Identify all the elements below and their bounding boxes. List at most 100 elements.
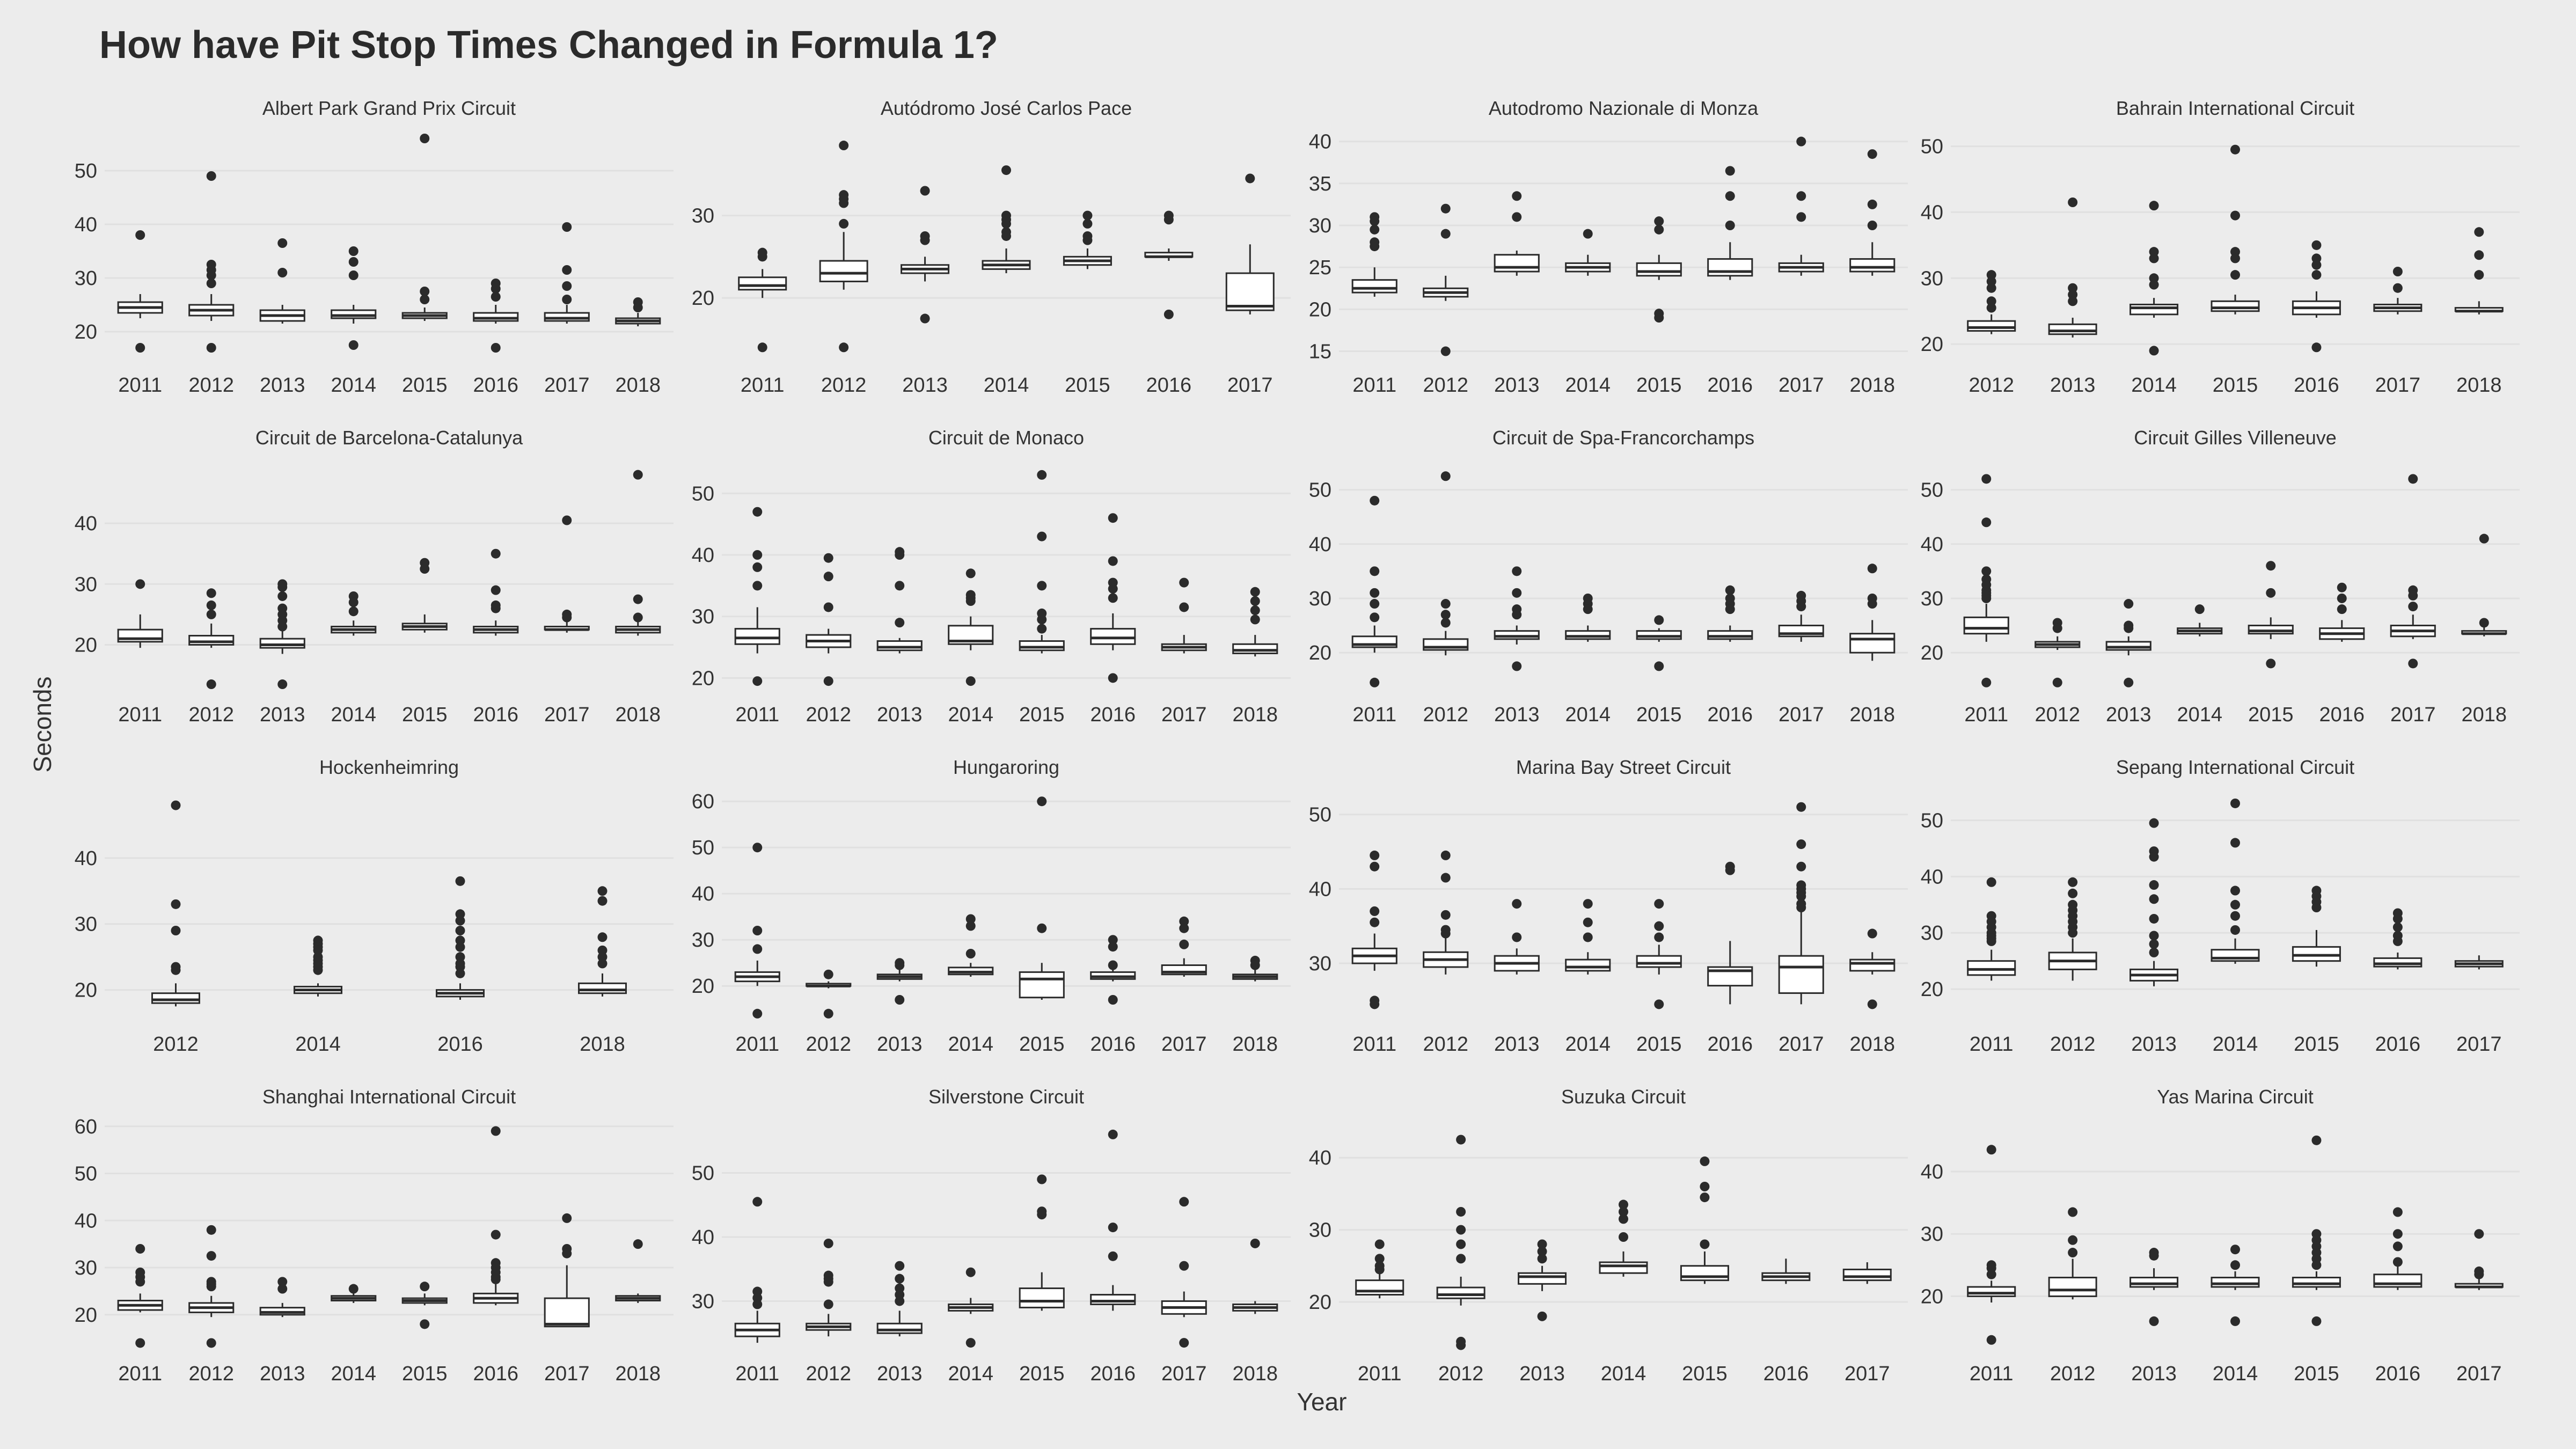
box-2012 (1423, 850, 1469, 975)
y-tick-label: 30 (1309, 215, 1331, 237)
x-tick-label: 2015 (1019, 1363, 1065, 1385)
outlier-point (1250, 587, 1260, 597)
iqr-box (188, 635, 235, 646)
outlier-point (1981, 517, 1992, 528)
box-2015 (401, 558, 448, 633)
box-2013 (876, 547, 923, 654)
x-tick-label: 2018 (1849, 1033, 1895, 1056)
x-tick-label: 2015 (402, 1363, 448, 1385)
outlier-point (1370, 861, 1380, 872)
iqr-box (1636, 262, 1682, 277)
outlier-point (2311, 903, 2322, 912)
outlier-point (1512, 212, 1522, 222)
outlier-point (2230, 838, 2240, 848)
outlier-point (135, 1277, 145, 1287)
box-2013 (901, 186, 950, 324)
outlier-point (206, 171, 216, 181)
y-tick-label: 40 (75, 513, 97, 535)
outlier-point (752, 843, 763, 853)
x-tick-label: 2018 (2461, 704, 2507, 726)
x-tick-label: 2017 (2456, 1033, 2502, 1056)
outlier-point (920, 235, 930, 245)
outlier-point (2311, 1135, 2322, 1145)
box-2016 (473, 1126, 519, 1306)
facet-panel: Autodromo Nazionale di Monza 15 20 25 30 35 40… (1309, 97, 1908, 397)
y-tick-label: 25 (1309, 257, 1331, 279)
box-2012 (151, 800, 200, 1007)
box-2016 (2373, 1207, 2423, 1290)
outlier-point (1796, 212, 1806, 222)
outlier-point (206, 1251, 216, 1261)
box-2012 (1967, 270, 2016, 334)
x-tick-label: 2016 (2319, 704, 2365, 726)
iqr-box (1967, 320, 2016, 332)
x-tick-label: 2011 (1964, 704, 2008, 726)
outlier-point (2149, 880, 2159, 890)
x-tick-label: 2013 (2106, 704, 2151, 726)
iqr-box (1963, 616, 2009, 635)
outlier-point (752, 550, 763, 560)
outlier-point (1250, 605, 1260, 616)
box-2011 (738, 247, 787, 353)
x-tick-label: 2013 (2050, 374, 2096, 397)
outlier-point (348, 246, 358, 256)
y-tick-label: 60 (692, 791, 714, 813)
outlier-point (1512, 610, 1522, 620)
outlier-point (1179, 923, 1189, 933)
outlier-point (2479, 618, 2489, 628)
outlier-point (491, 292, 501, 302)
x-tick-label: 2018 (1849, 374, 1895, 397)
x-tick-label: 2016 (473, 704, 518, 726)
box-2011 (1355, 1239, 1404, 1299)
x-tick-label: 2017 (1227, 374, 1273, 397)
outlier-point (2052, 677, 2062, 687)
x-tick-label: 2017 (1161, 704, 1207, 726)
outlier-point (1725, 221, 1735, 230)
outlier-point (1370, 224, 1380, 235)
y-tick-label: 50 (692, 837, 714, 859)
outlier-point (491, 548, 501, 559)
box-2015 (1680, 1156, 1729, 1284)
box-2011 (734, 1197, 780, 1343)
outlier-point (277, 1277, 288, 1287)
x-tick-label: 2017 (544, 374, 590, 397)
iqr-box (738, 276, 787, 291)
y-tick-label: 50 (1921, 479, 1943, 502)
outlier-point (2392, 913, 2403, 924)
outlier-point (1654, 999, 1664, 1009)
outlier-point (135, 1243, 145, 1254)
x-tick-label: 2015 (1682, 1363, 1728, 1385)
box-2015 (1019, 796, 1065, 1000)
x-tick-label: 2017 (1779, 1033, 1824, 1056)
x-tick-label: 2014 (2131, 374, 2177, 397)
x-tick-label: 2018 (1232, 1363, 1278, 1385)
x-tick-label: 2018 (1232, 1033, 1278, 1056)
outlier-point (1440, 910, 1451, 920)
box-2012 (2048, 877, 2097, 981)
panel-title: Circuit de Spa-Francorchamps (1492, 427, 1754, 449)
x-tick-label: 2016 (473, 374, 518, 397)
iqr-box (734, 628, 780, 645)
iqr-box (151, 992, 200, 1004)
outlier-point (1583, 229, 1593, 239)
outlier-point (1179, 916, 1189, 926)
outlier-point (2392, 1241, 2403, 1252)
outlier-point (1163, 215, 1174, 225)
x-tick-label: 2012 (806, 704, 851, 726)
outlier-point (633, 470, 643, 480)
box-2013 (2048, 197, 2097, 338)
iqr-box (1849, 958, 1896, 972)
outlier-point (1440, 203, 1451, 214)
box-2011 (734, 507, 780, 686)
iqr-box (819, 260, 868, 282)
outlier-point (1440, 850, 1451, 860)
outlier-point (1583, 917, 1593, 927)
outlier-point (562, 515, 572, 525)
outlier-point (2408, 658, 2418, 669)
iqr-box (544, 1297, 590, 1328)
outlier-point (895, 995, 905, 1005)
iqr-box (1636, 955, 1682, 968)
box-2014 (1565, 899, 1611, 975)
box-2018 (1849, 928, 1896, 1009)
iqr-box (1494, 630, 1540, 640)
